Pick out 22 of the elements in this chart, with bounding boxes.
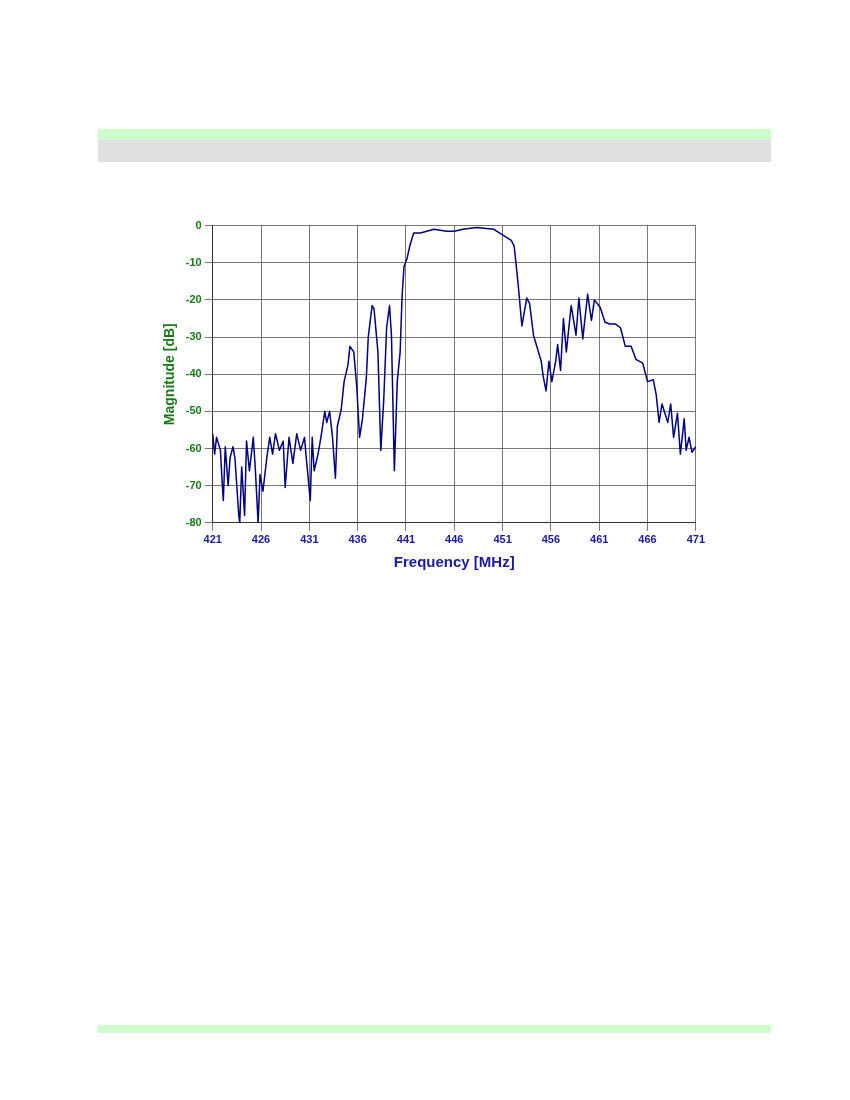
x-tick-label: 441 [396,533,416,546]
x-axis-title: Frequency [MHz] [393,553,515,571]
x-tick-label: 426 [251,533,271,546]
x-tick-label: 446 [445,533,464,546]
y-tick-label: -40 [185,367,202,380]
x-tick-label: 431 [300,533,319,546]
y-axis-title: Magnitude [dB] [161,323,178,426]
x-tick-label: 466 [638,533,657,546]
y-tick-label: -80 [185,515,202,528]
y-tick-label: -30 [185,330,202,343]
y-tick-label: -70 [185,478,202,491]
x-tick-label: 461 [590,533,609,546]
x-tick-label: 471 [686,533,705,546]
y-tick-label: -60 [185,441,202,454]
y-tick-label: -20 [185,292,202,305]
y-tick-label: -50 [185,404,202,417]
x-tick-label: 436 [348,533,367,546]
x-tick-label: 456 [541,533,561,546]
x-tick-label: 451 [493,533,512,546]
y-tick-label: 0 [195,218,202,231]
x-tick-label: 421 [203,533,222,546]
y-tick-label: -10 [185,255,202,268]
